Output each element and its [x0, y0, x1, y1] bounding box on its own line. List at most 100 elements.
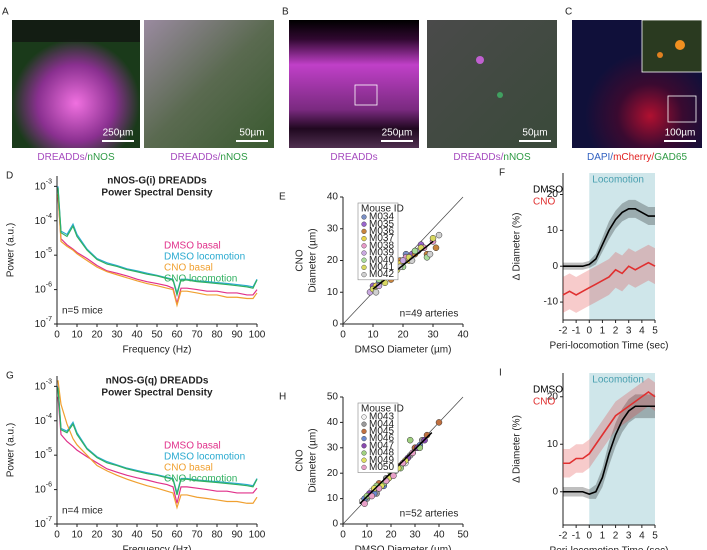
x-tick-label: 4 [639, 326, 645, 337]
line [57, 396, 258, 504]
x-tick-label: 1 [600, 326, 606, 337]
legend-label: CNO basal [164, 263, 213, 274]
legend-marker [361, 428, 367, 435]
legend-label: M036 [369, 226, 394, 237]
line [57, 380, 258, 510]
y-tick-label: 10 [547, 439, 559, 450]
caption-part: mCherry/ [613, 152, 654, 163]
legend-marker [361, 221, 367, 227]
line [563, 391, 656, 465]
legend-marker [361, 450, 367, 456]
legend-marker [361, 443, 367, 449]
caption-part: nNOS [503, 152, 531, 163]
x-tick-label: 0 [587, 326, 593, 337]
y-tick-label: 0 [552, 486, 558, 497]
x-tick-label: 40 [457, 330, 469, 341]
y-tick-label: 10-4 [35, 413, 52, 427]
legend-label: DMSO locomotion [164, 252, 245, 263]
legend-marker [361, 228, 367, 235]
y-tick-label: 10-5 [35, 247, 52, 261]
panel-label: D [6, 171, 13, 182]
x-tick-label: 10 [71, 530, 83, 541]
x-tick-label: -1 [572, 531, 581, 542]
y-tick-label: 20 [547, 189, 559, 200]
panel-label: C [565, 7, 572, 18]
x-tick-label: 20 [91, 330, 103, 341]
legend-label: M050 [369, 462, 394, 473]
caption-part: nNOS [87, 152, 115, 163]
legend-label: DMSO [533, 185, 563, 196]
x-tick-label: 70 [191, 530, 203, 541]
panel-label: G [6, 371, 14, 382]
caption-part: GAD65 [654, 152, 687, 163]
tick-base: 10 [35, 319, 47, 330]
x-tick-label: 30 [111, 330, 123, 341]
y-axis-label: Power (a.u.) [6, 223, 17, 277]
x-tick-label: -1 [572, 326, 581, 337]
line [57, 196, 258, 306]
caption-part: nNOS [220, 152, 248, 163]
x-tick-label: 0 [340, 530, 346, 541]
x-tick-label: 20 [397, 330, 409, 341]
legend-label: DMSO [533, 385, 563, 396]
legend-marker [361, 250, 367, 256]
y-tick-label: 10-3 [35, 178, 52, 192]
point [406, 436, 414, 444]
point [426, 250, 434, 258]
x-tick-label: 3 [626, 326, 632, 337]
tick-exponent: -4 [46, 213, 52, 220]
point [432, 244, 440, 252]
caption: DREADDs [330, 152, 377, 163]
chart-title: Power Spectral Density [101, 388, 213, 399]
tick-base: 10 [35, 415, 47, 426]
x-axis-label: Peri-locomotion Time (sec) [550, 341, 669, 352]
legend-marker [361, 272, 367, 278]
legend-label: M037 [369, 233, 394, 244]
panel-label: I [499, 368, 502, 379]
legend-marker [361, 457, 367, 463]
scale-bar-label: 250µm [103, 128, 134, 139]
error-band [563, 244, 655, 313]
tick-exponent: -5 [46, 447, 52, 454]
annotation: n=49 arteries [400, 309, 459, 320]
fit-line [372, 240, 434, 290]
point [409, 449, 416, 457]
x-tick-label: 60 [171, 530, 183, 541]
legend-marker [361, 264, 367, 271]
legend-label: M048 [369, 448, 394, 459]
line [563, 208, 655, 268]
x-axis-label: DMSO Diameter (µm) [355, 545, 452, 550]
point [368, 492, 376, 500]
legend-label: M034 [369, 212, 394, 223]
y-tick-label: 10-6 [35, 481, 52, 495]
x-axis-label: Frequency (Hz) [123, 345, 192, 356]
legend-label: DMSO basal [164, 241, 221, 252]
legend-label: DMSO locomotion [164, 452, 245, 463]
zoom-box [667, 95, 697, 123]
y-axis-label: Power (a.u.) [6, 423, 17, 477]
legend-label: M040 [369, 255, 394, 266]
panel-label: H [279, 392, 286, 403]
tick-base: 10 [35, 484, 47, 495]
y-tick-label: 10-6 [35, 281, 52, 295]
tick-exponent: -7 [46, 316, 52, 323]
tick-exponent: -4 [46, 413, 52, 420]
tick-exponent: -3 [46, 378, 52, 385]
panel-label: A [2, 7, 9, 18]
point [372, 289, 380, 296]
y-tick-label: 10-7 [35, 316, 52, 330]
x-tick-label: 40 [131, 330, 143, 341]
x-tick-label: 10 [361, 530, 373, 541]
panel-label: B [282, 7, 289, 18]
x-tick-label: 50 [151, 330, 163, 341]
caption: DREADDs/nNOS [453, 152, 531, 163]
legend-label: M043 [369, 412, 394, 423]
x-tick-label: 0 [340, 330, 346, 341]
y-tick-label: -10 [544, 297, 559, 308]
point [435, 231, 443, 239]
x-tick-label: 40 [131, 530, 143, 541]
legend-label: CNO locomotion [164, 274, 237, 285]
image [289, 20, 419, 148]
legend-label: M035 [369, 219, 394, 230]
x-tick-label: 2 [613, 531, 619, 542]
